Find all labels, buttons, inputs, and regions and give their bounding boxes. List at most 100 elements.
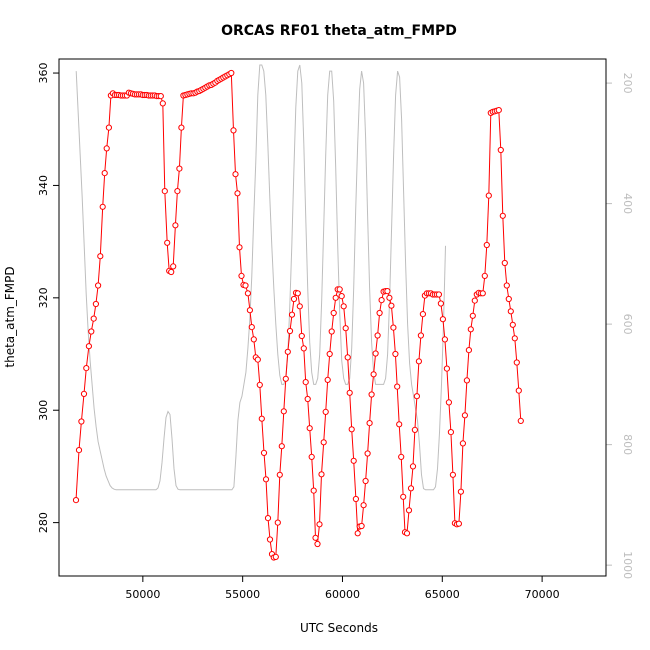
theta-point — [394, 383, 401, 390]
theta-point — [463, 377, 470, 384]
theta-point — [328, 328, 335, 335]
theta-point — [242, 282, 249, 289]
theta-point — [164, 239, 171, 246]
y2-tick-label: 800 — [621, 434, 634, 455]
theta-point — [264, 515, 272, 522]
theta-point — [467, 326, 474, 333]
theta-point — [513, 359, 520, 366]
theta-point — [407, 485, 415, 492]
theta-point — [354, 530, 361, 537]
theta-point — [336, 286, 343, 293]
theta-point — [308, 453, 315, 460]
y-axis-label: theta_atm_FMPD — [3, 266, 17, 367]
y2-tick-label: 400 — [621, 193, 634, 214]
pressure-line — [75, 64, 446, 491]
theta-point — [344, 354, 351, 361]
theta-point — [342, 325, 349, 332]
theta-point — [80, 390, 88, 397]
theta-point — [499, 212, 506, 219]
theta-point — [388, 302, 395, 309]
theta-point — [398, 453, 405, 460]
theta-point — [318, 471, 325, 478]
theta-point — [75, 447, 83, 454]
theta-point — [362, 477, 369, 485]
theta-point — [290, 295, 298, 303]
theta-point — [85, 343, 93, 350]
x-axis-label: UTC Seconds — [300, 621, 378, 635]
theta-point — [471, 297, 478, 304]
theta-series — [72, 69, 524, 561]
theta-point — [314, 540, 321, 548]
theta-point — [326, 350, 333, 358]
theta-point — [348, 426, 355, 433]
theta-point — [507, 308, 514, 315]
theta-point — [465, 347, 472, 354]
theta-point — [455, 520, 462, 527]
theta-point — [437, 300, 444, 307]
theta-point — [238, 272, 245, 279]
theta-point — [262, 476, 270, 483]
theta-point — [78, 418, 85, 425]
theta-point — [256, 381, 263, 388]
theta-point — [360, 502, 367, 509]
theta-point — [168, 268, 175, 276]
theta-point — [306, 425, 313, 432]
theta-point — [503, 282, 510, 289]
theta-point — [272, 553, 279, 561]
theta-point — [236, 244, 243, 251]
theta-point — [296, 303, 303, 310]
theta-point — [415, 358, 422, 365]
theta-point — [461, 412, 468, 419]
theta-point — [509, 321, 516, 328]
theta-point — [230, 127, 237, 134]
theta-point — [447, 429, 454, 436]
theta-point — [358, 522, 365, 530]
theta-point — [372, 350, 379, 357]
theta-point — [374, 332, 381, 339]
theta-point — [405, 507, 413, 514]
theta-point — [320, 439, 327, 446]
theta-point — [435, 291, 442, 298]
theta-point — [485, 192, 492, 199]
theta-point — [250, 336, 257, 343]
theta-point — [396, 421, 403, 428]
chart-title: ORCAS RF01 theta_atm_FMPD — [221, 23, 457, 39]
theta-point — [178, 124, 185, 131]
theta-point — [413, 393, 420, 400]
theta-point — [481, 272, 488, 279]
theta-point — [172, 222, 179, 229]
theta-point — [302, 379, 309, 386]
plot-frame — [58, 58, 607, 577]
y2-tick-label: 600 — [621, 314, 634, 335]
theta-point — [312, 534, 319, 541]
x-tick-label: 70000 — [525, 588, 560, 601]
y-tick-label: 280 — [37, 512, 50, 533]
theta-point — [469, 312, 476, 319]
theta-point — [254, 356, 261, 363]
theta-point — [332, 294, 339, 301]
theta-point — [495, 107, 502, 114]
theta-point — [378, 297, 385, 304]
theta-point — [103, 145, 110, 152]
theta-point — [330, 309, 337, 317]
theta-point — [95, 282, 102, 289]
theta-point — [159, 100, 166, 107]
theta-point — [511, 335, 518, 342]
theta-point — [304, 395, 311, 403]
theta-point — [419, 311, 426, 318]
theta-point — [411, 426, 418, 433]
theta-point — [97, 253, 104, 260]
theta-point — [294, 290, 301, 297]
theta-point — [248, 324, 255, 331]
theta-point — [515, 387, 522, 394]
theta-point — [88, 328, 95, 335]
theta-point — [364, 450, 371, 457]
theta-point — [340, 303, 347, 310]
y-tick-label: 340 — [37, 175, 50, 196]
theta-point — [228, 69, 235, 77]
theta-point — [101, 170, 108, 177]
theta-point — [409, 463, 417, 470]
x-tick-label: 55000 — [225, 588, 260, 601]
theta-point — [274, 519, 281, 526]
